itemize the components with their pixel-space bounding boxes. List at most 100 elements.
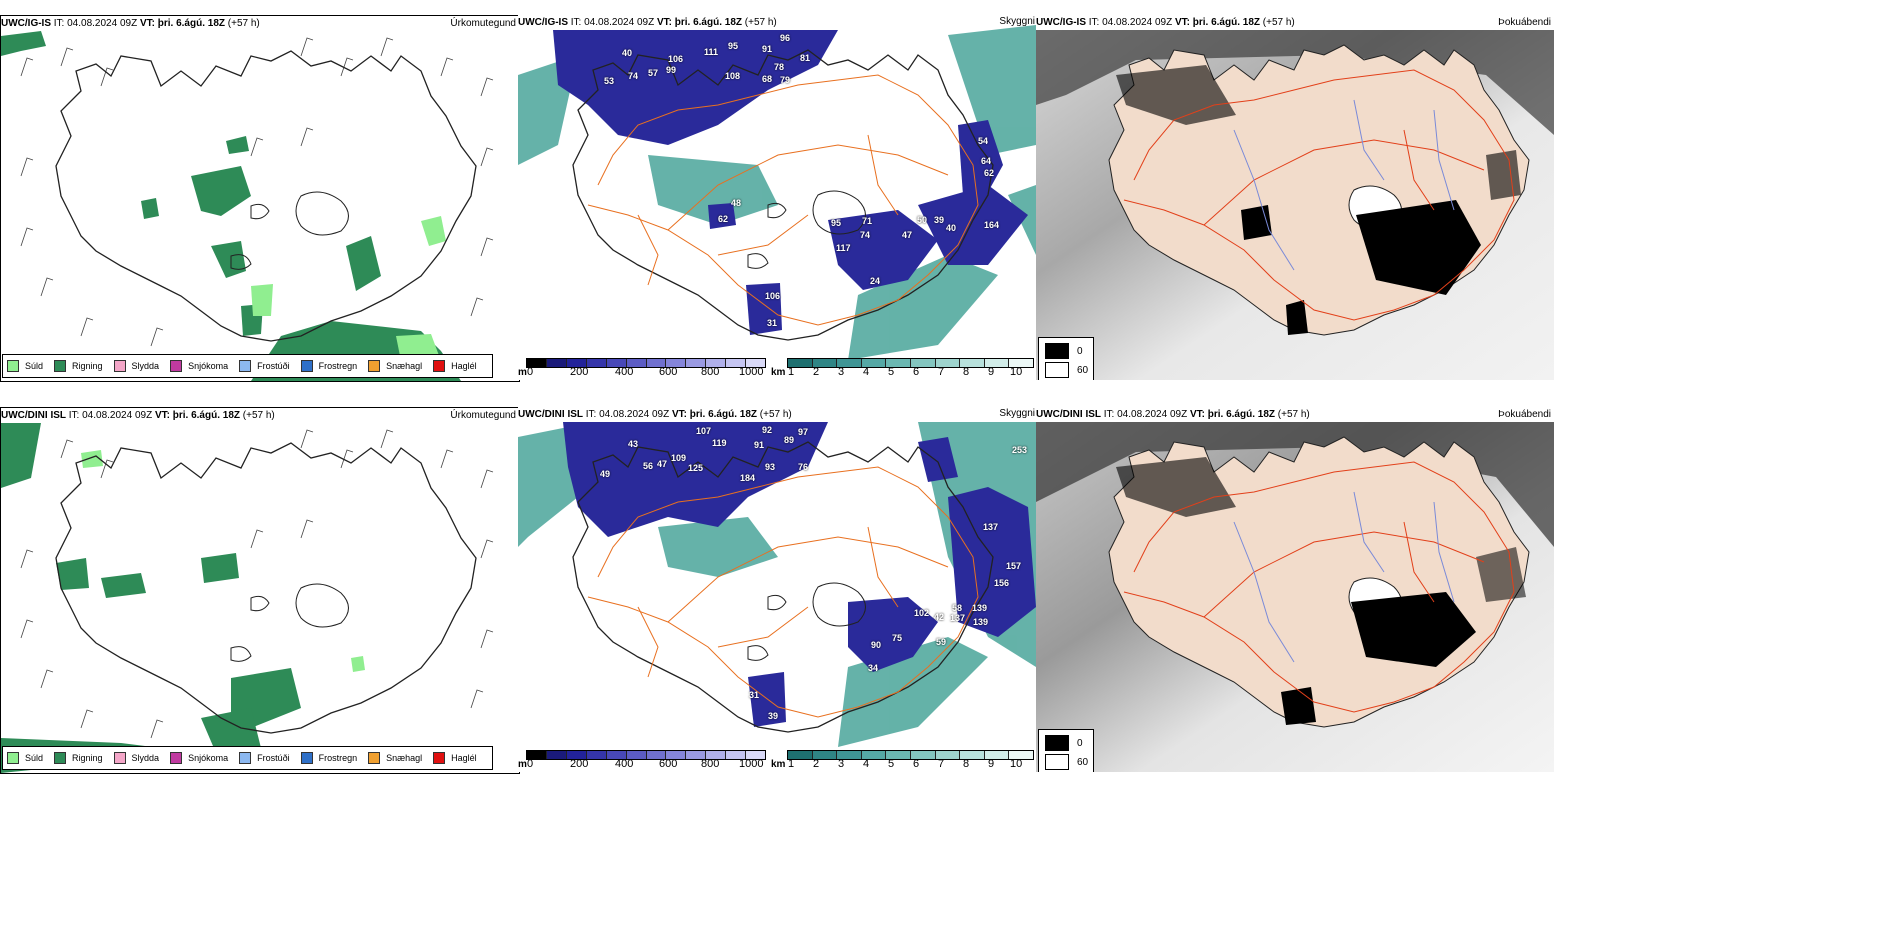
snow-label: 90 bbox=[871, 640, 882, 650]
fog-indicator-panel-2: UWC/DINI ISL IT: 04.08.2024 09Z VT: þri.… bbox=[1036, 407, 1554, 772]
snow-label: 108 bbox=[725, 71, 741, 81]
snow-label: 54 bbox=[978, 136, 989, 146]
tick-label: 8 bbox=[963, 758, 970, 770]
snow-label: 39 bbox=[768, 711, 779, 721]
tick-label: 4 bbox=[863, 758, 870, 770]
it-value: 04.08.2024 09Z bbox=[1117, 409, 1188, 420]
lead-time: (+57 h) bbox=[227, 18, 260, 29]
legend-item: Rigning bbox=[54, 360, 103, 372]
legend-label: Snæhagl bbox=[386, 361, 423, 371]
snow-label: 164 bbox=[984, 220, 1000, 230]
vt-label: VT: bbox=[1189, 409, 1205, 420]
legend-swatch bbox=[1045, 754, 1069, 770]
tick-label: 800 bbox=[701, 366, 720, 378]
precip-map-2 bbox=[1, 423, 494, 773]
snow-label: 62 bbox=[718, 214, 729, 224]
panel-header: UWC/DINI ISL IT: 04.08.2024 09Z VT: þri.… bbox=[1036, 408, 1310, 422]
legend-swatch bbox=[1045, 735, 1069, 751]
colorbar-bar bbox=[526, 750, 766, 760]
legend-item: Haglél bbox=[433, 752, 477, 764]
unit-label: m bbox=[518, 759, 527, 770]
snow-label: 92 bbox=[762, 425, 773, 435]
it-label: IT: bbox=[1088, 17, 1100, 28]
tick-label: 1 bbox=[788, 758, 795, 770]
snow-label: 91 bbox=[754, 440, 765, 450]
tick-label: 200 bbox=[570, 758, 589, 770]
snow-label: 76 bbox=[798, 462, 809, 472]
it-label: IT: bbox=[570, 17, 582, 28]
legend-swatch bbox=[113, 360, 126, 372]
snow-label: 47 bbox=[657, 459, 668, 469]
legend-item: Súld bbox=[7, 360, 43, 372]
legend-label: Rigning bbox=[72, 753, 103, 763]
it-label: IT: bbox=[1103, 409, 1115, 420]
fog-legend-row: 60 bbox=[1045, 362, 1088, 378]
tick-label: 2 bbox=[813, 758, 820, 770]
legend-label: Frostregn bbox=[318, 753, 358, 763]
legend-label: Súld bbox=[25, 361, 44, 371]
vt-label: VT: bbox=[154, 410, 170, 421]
legend-swatch bbox=[54, 360, 67, 372]
snow-label: 40 bbox=[622, 48, 633, 58]
snow-areas bbox=[553, 30, 1028, 335]
snow-label: 74 bbox=[860, 230, 871, 240]
snow-visibility-map-2 bbox=[518, 422, 1036, 747]
model-name: UWC/IG-IS bbox=[1036, 17, 1086, 28]
legend-swatch bbox=[170, 360, 183, 372]
legend-label: Frostregn bbox=[318, 361, 358, 371]
snow-label: 81 bbox=[800, 53, 811, 63]
legend-label: Slydda bbox=[131, 753, 160, 763]
vt-value: þri. 6.ágú. 18Z bbox=[1207, 409, 1275, 420]
legend-swatch bbox=[433, 752, 446, 764]
legend-item: Slydda bbox=[113, 360, 159, 372]
tick-label: 2 bbox=[813, 366, 820, 378]
unit-label: km bbox=[771, 367, 786, 378]
model-name: UWC/DINI ISL bbox=[1036, 409, 1101, 420]
lead-time: (+57 h) bbox=[759, 409, 792, 420]
legend-swatch bbox=[368, 360, 381, 372]
vt-value: þri. 6.ágú. 18Z bbox=[1192, 17, 1260, 28]
snow-label: 40 bbox=[946, 223, 957, 233]
legend-item: Haglél bbox=[433, 360, 477, 372]
tick-label: 5 bbox=[888, 366, 895, 378]
panel-header: UWC/IG-IS IT: 04.08.2024 09Z VT: þri. 6.… bbox=[518, 16, 777, 30]
snow-label: 99 bbox=[666, 65, 677, 75]
panel-header: UWC/DINI ISL IT: 04.08.2024 09Z VT: þri.… bbox=[518, 408, 792, 422]
legend-item: Snæhagl bbox=[368, 752, 422, 764]
legend-label: 60 bbox=[1077, 756, 1089, 768]
snow-label: 119 bbox=[712, 438, 727, 448]
snow-label: 34 bbox=[868, 663, 879, 673]
it-label: IT: bbox=[53, 18, 65, 29]
legend-item: Frostúði bbox=[239, 752, 290, 764]
panel-header: UWC/IG-IS IT: 04.08.2024 09Z VT: þri. 6.… bbox=[1, 17, 260, 31]
legend-label: Haglél bbox=[451, 361, 477, 371]
snow-label: 93 bbox=[765, 462, 776, 472]
legend-swatch bbox=[1045, 362, 1069, 378]
panel-title: Skyggni bbox=[999, 16, 1035, 27]
precip-legend: Súld Rigning Slydda Snjókoma Frostúði Fr… bbox=[2, 746, 493, 770]
tick-label: 400 bbox=[615, 366, 634, 378]
legend-item: Frostregn bbox=[300, 752, 358, 764]
snow-visibility-panel-2: UWC/DINI ISL IT: 04.08.2024 09Z VT: þri.… bbox=[518, 407, 1036, 772]
rain-areas bbox=[1, 31, 461, 381]
colorbar-bar bbox=[526, 358, 766, 368]
it-value: 04.08.2024 09Z bbox=[82, 410, 153, 421]
snow-label: 95 bbox=[831, 218, 842, 228]
snow-label: 95 bbox=[728, 41, 739, 51]
legend-item: Snjókoma bbox=[170, 360, 228, 372]
lead-time: (+57 h) bbox=[1262, 17, 1295, 28]
legend-item: Frostregn bbox=[300, 360, 358, 372]
tick-label: 200 bbox=[570, 366, 589, 378]
tick-label: 8 bbox=[963, 366, 970, 378]
legend-label: Haglél bbox=[451, 753, 477, 763]
tick-label: 0 bbox=[527, 758, 534, 770]
fog-legend-row: 0 bbox=[1045, 343, 1083, 359]
snow-areas bbox=[563, 422, 1036, 727]
tick-label: 10 bbox=[1010, 366, 1023, 378]
snow-label: 31 bbox=[767, 318, 778, 328]
legend-swatch bbox=[170, 752, 183, 764]
colorbar-bar bbox=[787, 750, 1034, 760]
model-name: UWC/IG-IS bbox=[1, 18, 51, 29]
snow-label: 139 bbox=[972, 603, 988, 613]
snow-label: 64 bbox=[981, 156, 992, 166]
